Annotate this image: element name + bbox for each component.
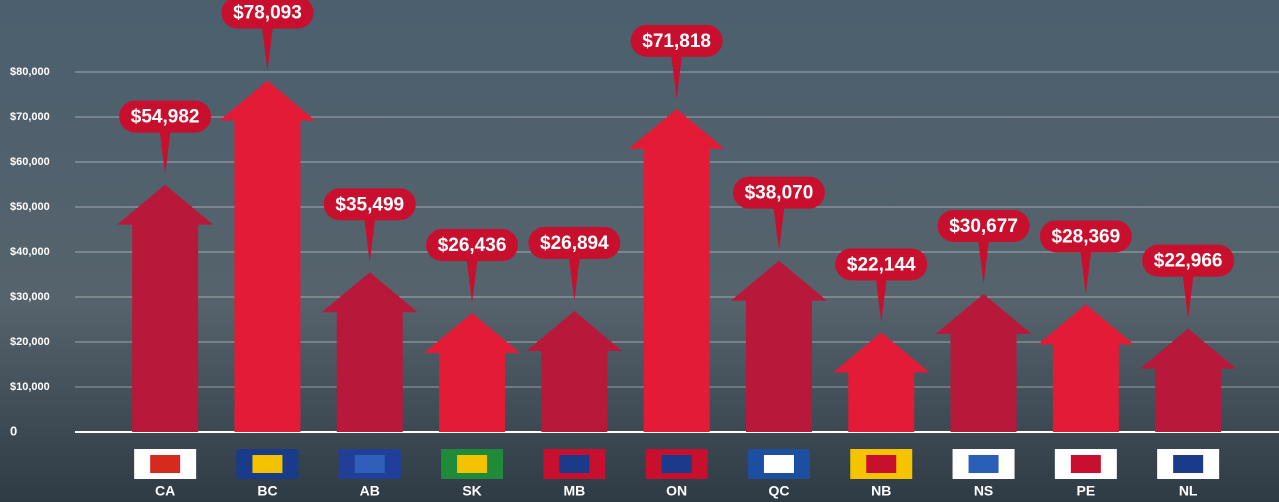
flag-detail [763, 455, 794, 473]
flag-detail [457, 455, 488, 473]
y-tick-label: $10,000 [10, 381, 50, 393]
arrow-bar [321, 272, 418, 432]
value-label: $22,966 [1154, 251, 1223, 272]
y-tick-label: $40,000 [10, 246, 50, 258]
y-tick-label: $60,000 [10, 156, 50, 168]
x-tick-label: NS [974, 483, 993, 499]
label-bubble [1039, 220, 1132, 253]
label-bubble [630, 24, 723, 57]
x-tick-label: AB [360, 483, 380, 499]
label-bubble [426, 229, 519, 262]
flag-detail [968, 455, 999, 473]
label-pointer [159, 126, 172, 175]
value-label: $71,818 [642, 31, 711, 52]
arrow-bar [833, 332, 930, 432]
value-label: $78,093 [233, 3, 302, 24]
label-bubble [119, 100, 212, 133]
x-tick-label: BC [257, 483, 277, 499]
arrow-bar [219, 80, 316, 433]
x-tick-label: CA [155, 483, 175, 499]
y-tick-label: $20,000 [10, 336, 50, 348]
label-pointer [670, 50, 683, 99]
x-tick-label: QC [768, 483, 789, 499]
flag-detail [150, 455, 181, 473]
value-label: $35,499 [335, 194, 404, 215]
value-label: $54,982 [131, 107, 200, 128]
value-label: $30,677 [949, 216, 1018, 237]
arrow-bar [730, 260, 827, 432]
arrow-bar [424, 313, 521, 432]
arrow-bar [1140, 328, 1237, 432]
value-label: $22,144 [847, 254, 916, 275]
x-tick-label: NL [1179, 483, 1198, 499]
y-tick-label: $30,000 [10, 291, 50, 303]
label-pointer [568, 252, 581, 301]
label-bubble [323, 188, 416, 221]
arrow-bar [117, 184, 214, 432]
x-tick-label: NB [871, 483, 891, 499]
label-pointer [466, 255, 479, 304]
label-bubble [221, 0, 314, 29]
arrow-bar [935, 293, 1032, 432]
flag-detail [866, 455, 897, 473]
label-bubble [937, 209, 1030, 242]
arrow-bar [1037, 304, 1134, 432]
flag-detail [1173, 455, 1204, 473]
flag-detail [252, 455, 283, 473]
label-pointer [875, 274, 888, 323]
value-label: $26,894 [540, 233, 609, 254]
flag-detail [354, 455, 385, 473]
label-bubble [1142, 244, 1235, 277]
label-bubble [732, 176, 825, 209]
y-tick-label: $70,000 [10, 111, 50, 123]
arrow-bar [526, 310, 623, 432]
flag-detail [559, 455, 590, 473]
label-pointer [772, 202, 785, 251]
value-label: $26,436 [438, 235, 507, 256]
value-label: $38,070 [745, 183, 814, 204]
x-tick-label: MB [563, 483, 585, 499]
value-label: $28,369 [1052, 226, 1121, 247]
label-bubble [528, 226, 621, 259]
x-tick-label: SK [462, 483, 481, 499]
label-bubble [835, 248, 928, 281]
x-tick-label: ON [666, 483, 687, 499]
x-tick-label: PE [1077, 483, 1096, 499]
y-tick-label: 0 [10, 423, 17, 438]
flag-detail [661, 455, 692, 473]
label-pointer [977, 235, 990, 284]
y-tick-label: $50,000 [10, 201, 50, 213]
y-tick-label: $80,000 [10, 66, 50, 78]
arrow-bar [628, 108, 725, 432]
label-pointer [261, 22, 274, 71]
label-pointer [1079, 246, 1092, 295]
label-pointer [363, 214, 376, 263]
flag-detail [1070, 455, 1101, 473]
label-pointer [1182, 270, 1195, 319]
